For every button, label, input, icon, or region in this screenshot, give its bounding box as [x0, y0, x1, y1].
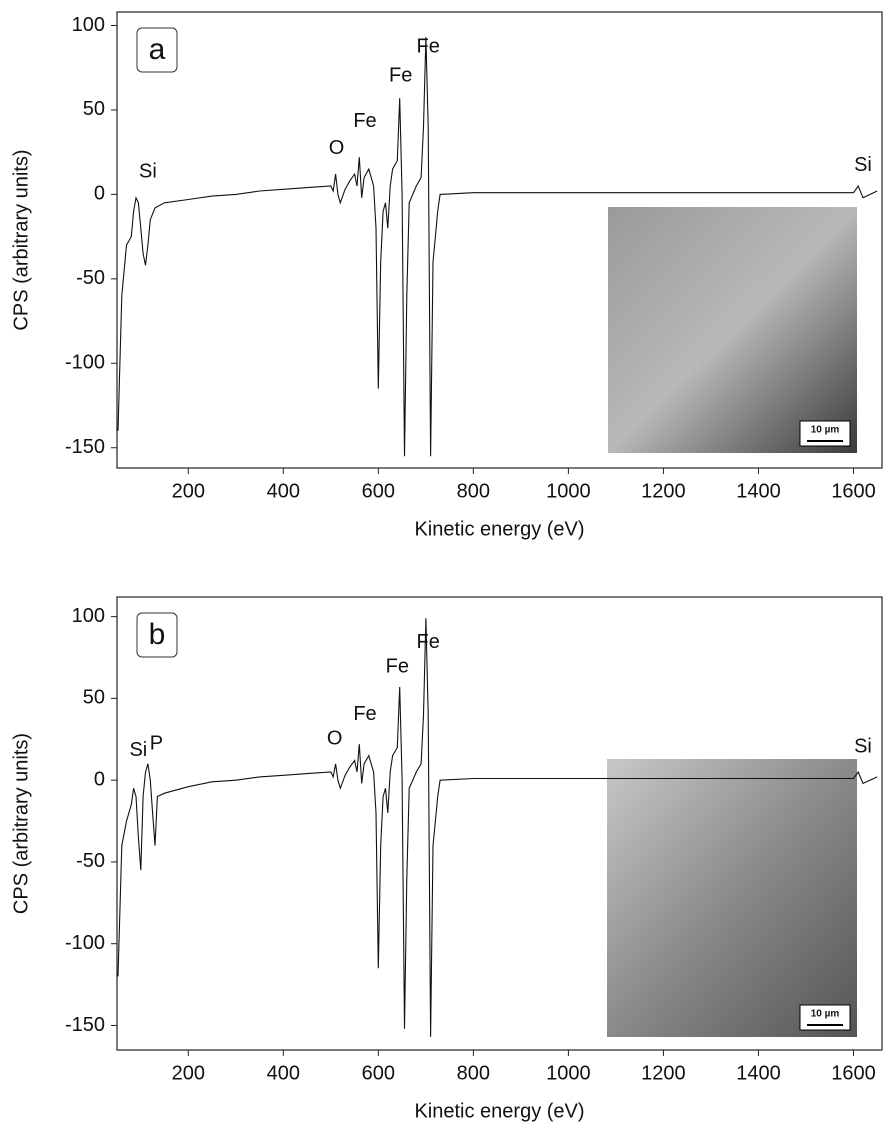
x-tick-label: 1000 — [546, 480, 591, 502]
peak-label: Si — [854, 736, 872, 758]
spectrum-line — [117, 37, 878, 457]
peak-label: O — [327, 728, 343, 750]
peak-label: P — [150, 732, 163, 754]
peak-label: Fe — [353, 110, 376, 132]
panel-label-box — [136, 27, 178, 73]
peak-label: Fe — [353, 703, 376, 725]
x-tick-label: 400 — [267, 480, 300, 502]
y-tick-label: -50 — [76, 850, 105, 872]
y-axis-label: CPS (arbitrary units) — [10, 149, 32, 330]
y-tick-label: -50 — [76, 267, 105, 289]
spectrum-line — [117, 618, 878, 1037]
x-tick-label: 1000 — [546, 1062, 591, 1084]
peak-label: Fe — [389, 64, 412, 86]
x-axis-label: Kinetic energy (eV) — [414, 518, 584, 540]
peak-label: Si — [854, 154, 872, 176]
x-tick-label: 600 — [362, 480, 395, 502]
x-tick-label: 800 — [457, 480, 490, 502]
peak-label: Si — [129, 739, 147, 761]
x-tick-label: 1600 — [831, 480, 876, 502]
sem-inset — [608, 207, 857, 453]
x-tick-label: 800 — [457, 1062, 490, 1084]
panel-label: a — [149, 33, 166, 66]
y-tick-label: 100 — [72, 605, 105, 627]
peak-label: Fe — [417, 36, 440, 58]
panel-label: b — [149, 618, 166, 651]
panel-label-box — [136, 612, 178, 658]
y-tick-label: 50 — [83, 687, 105, 709]
y-tick-label: -100 — [65, 932, 105, 954]
plot-frame — [116, 596, 883, 1051]
scale-label: 10 µm — [811, 1009, 840, 1020]
peak-label: O — [329, 137, 345, 159]
x-tick-label: 200 — [172, 480, 205, 502]
x-tick-label: 1200 — [641, 1062, 686, 1084]
plot-frame — [116, 11, 883, 469]
y-tick-label: 0 — [94, 183, 105, 205]
x-tick-label: 600 — [362, 1062, 395, 1084]
x-axis-label: Kinetic energy (eV) — [414, 1100, 584, 1122]
y-axis-label: CPS (arbitrary units) — [10, 733, 32, 914]
y-tick-label: 100 — [72, 14, 105, 36]
x-tick-label: 1600 — [831, 1062, 876, 1084]
sem-inset — [607, 759, 857, 1037]
peak-label: Si — [139, 161, 157, 183]
x-tick-label: 200 — [172, 1062, 205, 1084]
x-tick-label: 400 — [267, 1062, 300, 1084]
peak-label: Fe — [386, 656, 409, 678]
y-tick-label: 0 — [94, 768, 105, 790]
y-tick-label: -150 — [65, 436, 105, 458]
y-tick-label: 50 — [83, 98, 105, 120]
peak-label: Fe — [417, 631, 440, 653]
y-tick-label: -100 — [65, 352, 105, 374]
x-tick-label: 1400 — [736, 1062, 781, 1084]
y-tick-label: -150 — [65, 1014, 105, 1036]
x-tick-label: 1400 — [736, 480, 781, 502]
scale-label: 10 µm — [811, 425, 840, 436]
x-tick-label: 1200 — [641, 480, 686, 502]
